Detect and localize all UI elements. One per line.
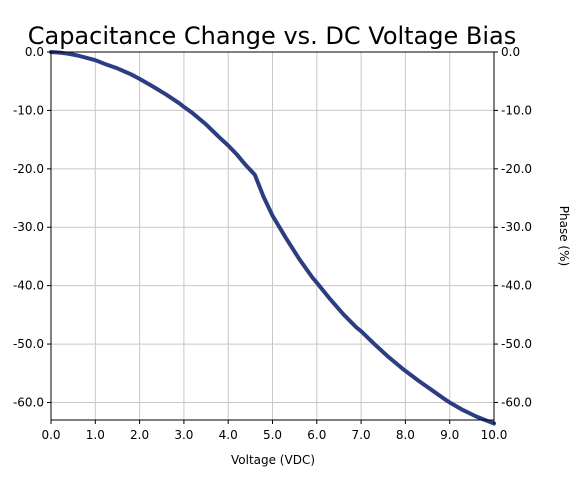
chart-title: Capacitance Change vs. DC Voltage Bias [28, 22, 517, 50]
ticks: 0.0 1.0 2.0 3.0 4.0 5.0 6.0 7.0 8.0 9.0 10.0 0.0 0.0… [13, 45, 532, 442]
series-layer [49, 50, 496, 426]
y-tick-label-right: -60.0 [501, 395, 532, 409]
x-tick-label: 6.0 [307, 428, 326, 442]
y-tick-label-right: -20.0 [501, 162, 532, 176]
y-tick-label-right: -40.0 [501, 279, 532, 293]
x-tick-label: 0.0 [41, 428, 60, 442]
x-tick-label: 5.0 [263, 428, 282, 442]
x-tick-label: 10.0 [481, 428, 508, 442]
y-tick-label-left: 0.0 [25, 45, 44, 59]
y-tick-label-right: -10.0 [501, 103, 532, 117]
x-tick-label: 4.0 [219, 428, 238, 442]
x-tick-label: 3.0 [174, 428, 193, 442]
y-tick-label-left: -40.0 [13, 279, 44, 293]
y-tick-label-left: -20.0 [13, 162, 44, 176]
x-tick-label: 7.0 [352, 428, 371, 442]
x-tick-label: 2.0 [130, 428, 149, 442]
y-tick-label-right: -50.0 [501, 337, 532, 351]
x-axis-label: Voltage (VDC) [231, 453, 315, 467]
x-tick-label: 8.0 [396, 428, 415, 442]
series-line [49, 50, 496, 426]
grid [50, 51, 495, 420]
right-axis-label: Phase (%) [557, 206, 571, 266]
x-tick-label: 9.0 [440, 428, 459, 442]
y-tick-label-left: -10.0 [13, 103, 44, 117]
y-tick-label-right: 0.0 [501, 45, 520, 59]
y-tick-label-left: -30.0 [13, 220, 44, 234]
y-tick-label-left: -50.0 [13, 337, 44, 351]
y-tick-label-right: -30.0 [501, 220, 532, 234]
x-tick-label: 1.0 [86, 428, 105, 442]
y-tick-label-left: -60.0 [13, 395, 44, 409]
